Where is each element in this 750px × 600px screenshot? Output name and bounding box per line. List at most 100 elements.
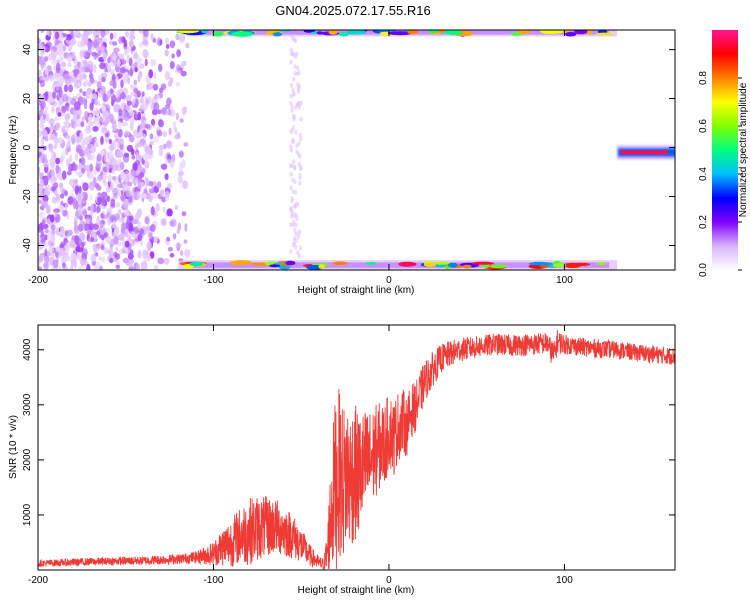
- spectrogram-x-tick-label: 0: [386, 275, 392, 286]
- spectrogram-cell: [152, 135, 160, 143]
- spectrogram-cell: [61, 105, 67, 113]
- spectrogram-cell: [90, 145, 96, 154]
- spectrogram-cell: [289, 171, 293, 177]
- spectrogram-cell: [120, 161, 125, 171]
- spectrogram-cell: [51, 106, 55, 113]
- spectrogram-cell: [176, 64, 181, 72]
- spectrogram-cell: [170, 160, 175, 168]
- spectrogram-cell: [164, 71, 171, 80]
- spectrogram-cell: [294, 222, 298, 228]
- spectrogram-cell: [127, 181, 133, 187]
- spectrogram-cell: [70, 190, 74, 198]
- spectrogram-cell: [289, 222, 293, 228]
- spectrogram-cell: [289, 249, 293, 254]
- spectrogram-cell: [123, 39, 128, 48]
- spectrogram-cell: [61, 150, 66, 161]
- spectrogram-cell: [142, 49, 149, 59]
- spectrogram-cell: [54, 31, 60, 40]
- spectrogram-cell: [102, 110, 109, 119]
- spectrogram-cell: [398, 261, 417, 267]
- spectrogram-cell: [100, 30, 106, 38]
- spectrogram-cell: [92, 223, 99, 231]
- spectrogram-cell: [105, 151, 110, 160]
- spectrogram-cell: [79, 131, 84, 141]
- spectrogram-cell: [290, 128, 294, 134]
- spectrogram-cell: [106, 195, 111, 203]
- spectrogram-cell: [142, 153, 149, 161]
- spectrogram-cell: [117, 138, 124, 145]
- spectrogram-cell: [178, 34, 185, 44]
- spectrogram-cell: [57, 42, 63, 51]
- spectrogram-cell: [149, 224, 156, 232]
- spectrogram-cell: [83, 37, 89, 45]
- spectrogram-cell: [115, 253, 121, 260]
- spectrogram-cell: [109, 32, 114, 40]
- spectrogram-cell: [50, 48, 55, 58]
- spectrogram-cell: [178, 150, 184, 158]
- spectrogram-cell: [148, 188, 155, 194]
- spectrogram-cell: [129, 84, 134, 90]
- spectrogram-cell: [184, 223, 188, 232]
- spectrogram-cell: [39, 211, 44, 220]
- snr-frame: [37, 324, 676, 571]
- spectrogram-cell: [93, 79, 98, 85]
- spectrogram-cell: [110, 157, 117, 166]
- spectrogram-cell: [83, 79, 89, 86]
- spectrogram-cell: [574, 30, 588, 35]
- spectrogram-cell: [53, 137, 59, 144]
- spectrogram-cell: [42, 113, 46, 120]
- spectrogram-cell: [96, 153, 102, 162]
- spectrogram-cell: [114, 226, 120, 236]
- spectrogram-cell: [164, 194, 170, 202]
- spectrogram-cell: [78, 186, 82, 194]
- spectrogram-cell: [137, 233, 143, 242]
- snr-y-tick-label: 2000: [22, 448, 33, 471]
- spectrogram-cell: [291, 189, 295, 195]
- spectrogram-cell: [121, 58, 125, 66]
- spectrogram-cell: [88, 222, 94, 231]
- spectrogram-cell: [166, 97, 172, 106]
- spectrogram-cell: [131, 97, 136, 106]
- spectrogram-cell: [124, 31, 130, 37]
- spectrogram-cell: [55, 193, 60, 201]
- spectrogram-cell: [81, 96, 86, 105]
- spectrogram-cell: [185, 42, 190, 49]
- spectrogram-cell: [92, 176, 97, 185]
- spectrogram-cell: [140, 240, 144, 246]
- spectrogram-cell: [40, 48, 45, 58]
- spectrogram-cell: [121, 121, 128, 127]
- spectrogram-cell: [160, 83, 167, 90]
- spectrogram-cell: [79, 88, 83, 94]
- spectrogram-cell: [89, 163, 94, 173]
- spectrogram-cell: [104, 161, 109, 167]
- spectrogram-cell: [86, 230, 92, 236]
- spectrogram-cell: [52, 101, 58, 107]
- spectrogram-cell: [142, 133, 146, 139]
- spectrogram-cell: [162, 206, 166, 213]
- spectrogram-cell: [299, 166, 303, 172]
- spectrogram-cell: [129, 30, 135, 38]
- spectrogram-cell: [71, 120, 77, 129]
- spectrogram-cell: [291, 177, 295, 183]
- spectrogram-cell: [297, 86, 301, 92]
- spectrogram-cell: [46, 233, 54, 242]
- spectrogram-cell: [144, 58, 148, 67]
- spectrogram-cell: [150, 206, 155, 216]
- spectrogram-cell: [40, 137, 44, 147]
- spectrogram-cell: [100, 85, 106, 91]
- spectrogram-cell: [124, 130, 130, 137]
- spectrogram-cell: [150, 59, 157, 67]
- spectrogram-cell: [120, 226, 125, 236]
- spectrogram-cell: [84, 30, 90, 37]
- spectrogram-cell: [169, 61, 175, 70]
- spectrogram-cell: [102, 52, 107, 61]
- spectrogram-cell: [124, 240, 130, 248]
- spectrogram-cell: [38, 184, 43, 194]
- spectrogram-cell: [110, 198, 116, 207]
- spectrogram-cell: [153, 102, 160, 112]
- spectrogram-cell: [292, 76, 296, 82]
- spectrogram-cell: [176, 49, 182, 58]
- spectrogram-cell: [156, 94, 160, 100]
- spectrogram-cell: [82, 182, 89, 191]
- snr-x-tick-label: 100: [556, 575, 573, 586]
